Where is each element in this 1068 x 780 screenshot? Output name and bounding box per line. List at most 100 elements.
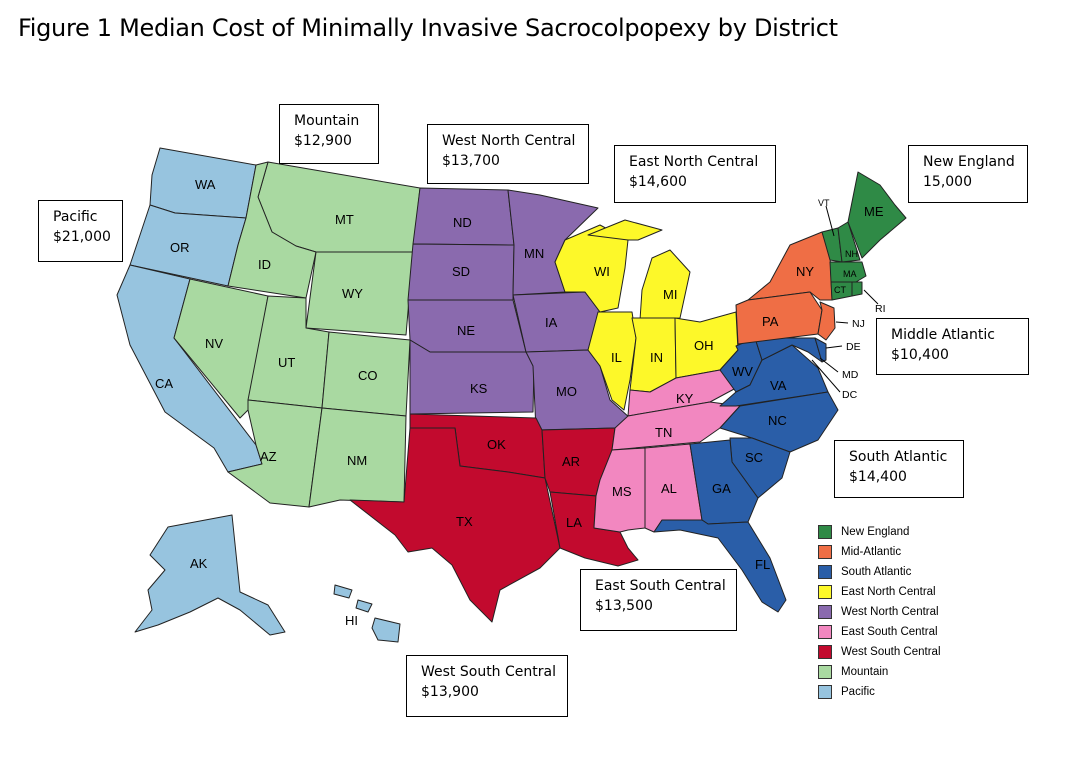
callout-east-north-central-name: East North Central <box>629 154 759 170</box>
legend-label: Mid-Atlantic <box>841 546 902 558</box>
state-NV <box>173 278 269 419</box>
label-DC: DC <box>842 389 858 401</box>
label-OR: OR <box>170 240 190 255</box>
legend-item: West South Central <box>818 642 941 662</box>
label-VA: VA <box>770 378 787 393</box>
leader-RI <box>863 289 879 305</box>
label-NH: NH <box>845 249 858 259</box>
label-MN: MN <box>524 246 544 261</box>
label-LA: LA <box>566 515 582 530</box>
label-MA: MA <box>843 269 857 279</box>
legend-label: East South Central <box>841 626 938 638</box>
state-HI-2 <box>355 599 373 613</box>
callout-pacific: Pacific $21,000 <box>38 200 123 262</box>
label-VT: VT <box>818 198 830 208</box>
label-GA: GA <box>712 481 731 496</box>
callout-middle-atlantic-name: Middle Atlantic <box>891 327 995 343</box>
label-TX: TX <box>456 514 473 529</box>
callout-mountain-name: Mountain <box>294 113 360 129</box>
label-AZ: AZ <box>260 449 277 464</box>
label-WV: WV <box>732 364 753 379</box>
legend-item: Pacific <box>818 682 941 702</box>
leader-MD <box>819 357 839 373</box>
state-MI <box>587 219 663 241</box>
label-NJ: NJ <box>852 318 865 330</box>
label-DE: DE <box>846 341 861 353</box>
callout-mountain: Mountain $12,900 <box>279 104 379 164</box>
legend-label: West South Central <box>841 646 941 658</box>
legend-swatch <box>818 625 832 639</box>
label-NY: NY <box>796 264 814 279</box>
label-NV: NV <box>205 336 223 351</box>
legend-swatch <box>818 545 832 559</box>
state-DE <box>814 337 827 363</box>
callout-east-north-central-value: $14,600 <box>629 174 687 190</box>
label-CA: CA <box>155 376 173 391</box>
label-IL: IL <box>611 350 622 365</box>
state-NH <box>837 221 861 263</box>
legend-label: New England <box>841 526 910 538</box>
state-TX <box>349 427 561 623</box>
label-UT: UT <box>278 355 295 370</box>
leader-NJ <box>835 321 849 324</box>
label-ME: ME <box>864 204 884 219</box>
legend-swatch <box>818 565 832 579</box>
callout-east-south-central: East South Central $13,500 <box>580 569 737 631</box>
state-HI-3 <box>371 617 401 643</box>
legend-item: South Atlantic <box>818 562 941 582</box>
label-ID: ID <box>258 257 271 272</box>
callout-east-south-central-value: $13,500 <box>595 598 653 614</box>
legend-label: South Atlantic <box>841 566 912 578</box>
state-NJ <box>817 301 836 341</box>
label-HI: HI <box>345 613 358 628</box>
label-CT: CT <box>834 285 846 295</box>
label-MT: MT <box>335 212 354 227</box>
legend-item: New England <box>818 522 941 542</box>
label-IN: IN <box>650 350 663 365</box>
callout-south-atlantic-name: South Atlantic <box>849 449 948 465</box>
label-KS: KS <box>470 381 488 396</box>
label-ND: ND <box>453 215 472 230</box>
callout-pacific-value: $21,000 <box>53 229 111 245</box>
leader-DC <box>811 359 841 393</box>
label-NE: NE <box>457 323 475 338</box>
state-RI <box>851 281 863 297</box>
label-WY: WY <box>342 286 363 301</box>
state-VA <box>719 344 829 407</box>
legend-label: Pacific <box>841 686 875 698</box>
callout-west-north-central-value: $13,700 <box>442 153 500 169</box>
legend-swatch <box>818 525 832 539</box>
legend-swatch <box>818 645 832 659</box>
callout-new-england-value: 15,000 <box>923 174 972 190</box>
legend: New England Mid-Atlantic South Atlantic Eas… <box>818 522 941 702</box>
legend-swatch <box>818 665 832 679</box>
callout-west-south-central: West South Central $13,900 <box>406 655 568 717</box>
callout-new-england-name: New England <box>923 154 1015 170</box>
legend-item: Mid-Atlantic <box>818 542 941 562</box>
label-CO: CO <box>358 368 378 383</box>
callout-east-south-central-name: East South Central <box>595 578 726 594</box>
legend-item: East North Central <box>818 582 941 602</box>
label-MS: MS <box>612 484 632 499</box>
label-KY: KY <box>676 391 694 406</box>
figure-title: Figure 1 Median Cost of Minimally Invasi… <box>18 14 838 42</box>
leader-VT <box>825 205 835 237</box>
legend-swatch <box>818 585 832 599</box>
label-FL: FL <box>755 557 770 572</box>
leader-DE <box>825 345 843 349</box>
callout-mountain-value: $12,900 <box>294 133 352 149</box>
label-MI: MI <box>663 287 677 302</box>
state-WY <box>305 251 414 336</box>
callout-west-south-central-name: West South Central <box>421 664 556 680</box>
callout-west-north-central-name: West North Central <box>442 133 576 149</box>
legend-item: East South Central <box>818 622 941 642</box>
state-MI-lower <box>639 249 691 321</box>
callout-middle-atlantic-value: $10,400 <box>891 347 949 363</box>
legend-item: West North Central <box>818 602 941 622</box>
state-HI-1 <box>333 584 353 599</box>
state-NY <box>747 231 833 301</box>
callout-new-england: New England 15,000 <box>908 145 1028 203</box>
callout-pacific-name: Pacific <box>53 209 98 225</box>
label-OK: OK <box>487 437 506 452</box>
legend-label: West North Central <box>841 606 939 618</box>
